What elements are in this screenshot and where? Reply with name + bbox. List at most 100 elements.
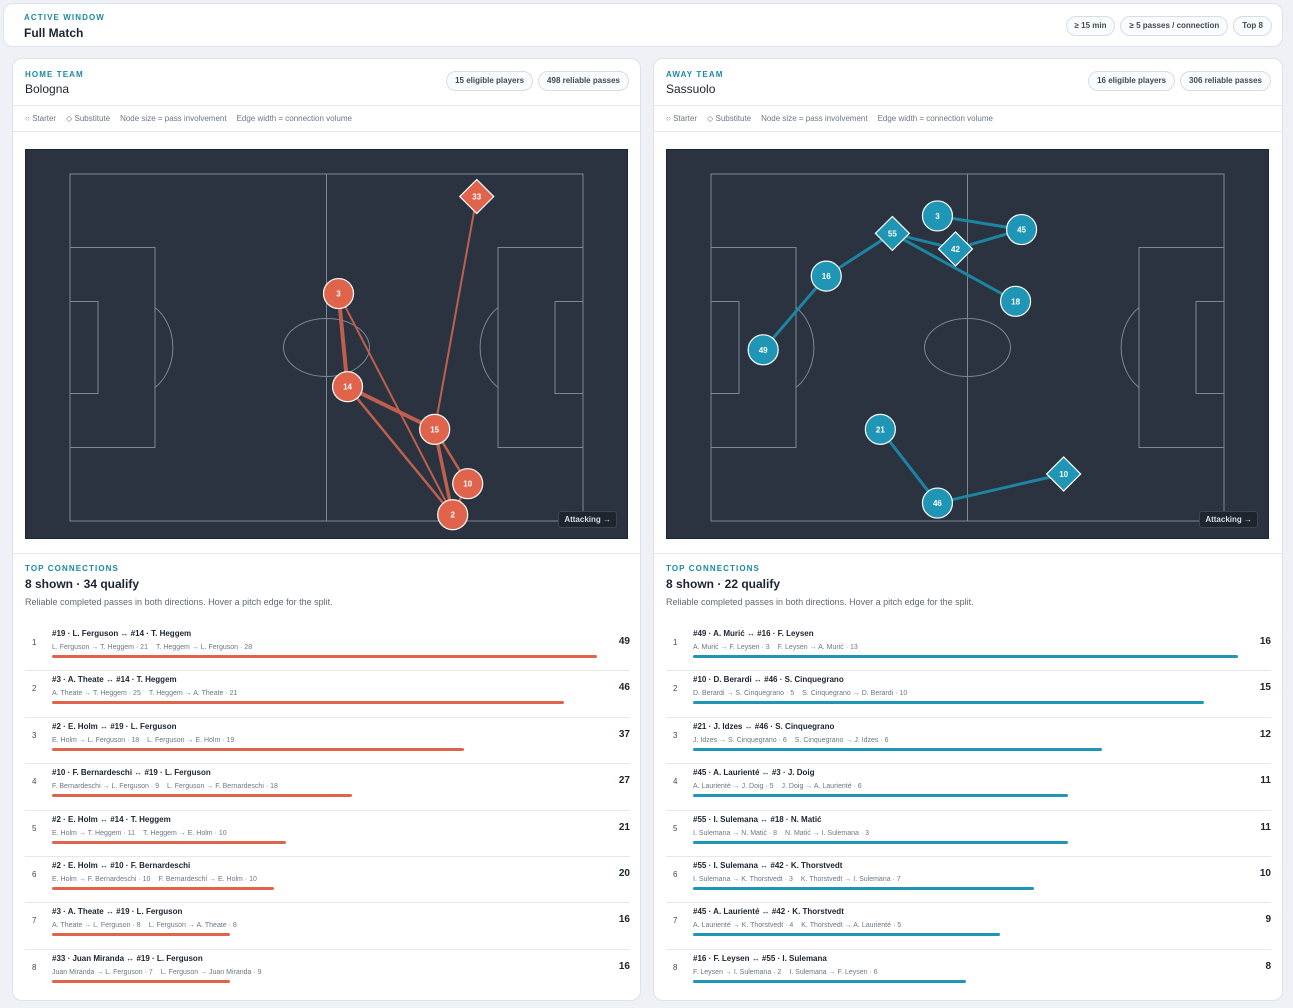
connection-row[interactable]: 5 #2 · E. Holm ↔ #14 · T. Heggem E. Holm… [25,811,630,857]
connection-split: I. Sulemana → K. Thorstvedt · 3 K. Thorst… [693,876,901,883]
connection-pair: #16 · F. Leysen ↔ #55 · I. Sulemana [693,953,827,963]
player-node-15[interactable]: 15 [419,413,451,445]
player-number: 3 [935,212,940,221]
diamond-outline-icon: ◇ [66,114,73,123]
pass-edge-14-15[interactable] [345,384,437,432]
connection-rank: 5 [673,823,678,833]
connection-value: 8 [1265,960,1271,972]
pitch-legend: ○ Starter ◇ Substitute Node size = pass … [25,114,352,123]
attacking-direction-label: Attacking → [1199,511,1258,528]
connection-split: E. Holm → F. Bernardeschi · 10 F. Bernard… [52,876,257,883]
player-node-46[interactable]: 46 [921,487,954,519]
connection-value: 15 [1259,682,1271,694]
circle-outline-icon: ○ [25,114,30,123]
connection-row[interactable]: 4 #45 · A. Laurienté ↔ #3 · J. Doig A. L… [666,764,1271,811]
connection-row[interactable]: 4 #10 · F. Bernardeschi ↔ #19 · L. Fergu… [25,764,630,811]
player-node-18[interactable]: 18 [999,285,1032,317]
player-number: 45 [1017,226,1026,235]
legend-substitute-label: Substitute [715,114,752,123]
pass-edge-3-2[interactable] [337,292,454,516]
connection-split-a: L. Ferguson → T. Heggem · 21 [52,644,148,651]
connection-row[interactable]: 5 #55 · I. Sulemana ↔ #18 · N. Matić I. … [666,811,1271,857]
pass-edge-55-18[interactable] [890,231,1018,303]
circle-outline-icon: ○ [666,114,671,123]
connection-rank: 2 [673,684,678,694]
filter-min-minutes[interactable]: ≥ 15 min [1065,16,1116,36]
connection-value: 49 [618,636,630,647]
connection-pair: #33 · Juan Miranda ↔ #19 · L. Ferguson [52,953,203,963]
player-number: 55 [888,229,897,238]
right-six-yard-box [554,301,584,394]
player-node-42[interactable]: 42 [937,231,974,267]
connection-row[interactable]: 2 #10 · D. Berardi ↔ #46 · S. Cinquegran… [666,671,1271,718]
player-node-55[interactable]: 55 [874,215,911,252]
connection-row[interactable]: 1 #19 · L. Ferguson ↔ #14 · T. Heggem L.… [25,625,630,672]
connection-volume-bar [693,747,1102,751]
player-node-45[interactable]: 45 [1005,213,1038,246]
connection-row[interactable]: 7 #45 · A. Laurienté ↔ #42 · K. Thorstve… [666,903,1271,950]
connection-row[interactable]: 6 #2 · E. Holm ↔ #10 · F. Bernardeschi E… [25,857,630,904]
connection-row[interactable]: 3 #2 · E. Holm ↔ #19 · L. Ferguson E. Ho… [25,718,630,765]
active-window-title: Full Match [24,26,84,40]
player-node-3[interactable]: 3 [322,277,355,310]
connection-split: A. Laurienté → J. Doig · 5 J. Doig → A. L… [693,783,862,790]
player-number: 10 [1059,470,1068,479]
player-node-16[interactable]: 16 [810,260,842,292]
filter-top-n[interactable]: Top 8 [1233,16,1272,36]
connection-split: I. Sulemana → N. Matić · 8 N. Matić → I. … [693,830,869,837]
attacking-direction-label: Attacking → [558,511,617,528]
player-node-10[interactable]: 10 [1045,456,1082,492]
pass-edge-14-2[interactable] [346,385,454,516]
player-nodes: 3 45 55 42 16 18 49 21 10 46 [747,200,1082,519]
connection-pair: #2 · E. Holm ↔ #19 · L. Ferguson [52,721,177,731]
player-number: 10 [463,480,472,489]
top-connections-eyebrow: TOP CONNECTIONS [25,564,119,573]
connection-split-a: A. Theate → T. Heggem · 25 [52,690,141,698]
legend-substitute: ◇ Substitute [707,114,751,123]
pass-edge-49-16[interactable] [761,274,828,352]
connection-row[interactable]: 7 #3 · A. Theate ↔ #19 · L. Ferguson A. … [25,903,630,950]
connection-row[interactable]: 8 #16 · F. Leysen ↔ #55 · I. Sulemana F.… [666,950,1271,996]
player-node-33[interactable]: 33 [458,178,495,215]
connection-pair: #55 · I. Sulemana ↔ #18 · N. Matić [693,814,822,824]
connection-row[interactable]: 3 #21 · J. Idzes ↔ #46 · S. Cinquegrano … [666,718,1271,765]
player-node-10[interactable]: 10 [452,468,484,500]
connection-split: J. Idzes → S. Cinquegrano · 6 S. Cinquegr… [693,737,889,744]
window-filter-pills: ≥ 15 min ≥ 5 passes / connection Top 8 [1061,16,1272,36]
filter-min-passes[interactable]: ≥ 5 passes / connection [1120,16,1229,36]
connection-split-a: A. Laurienté → K. Thorstvedt · 4 [693,922,794,930]
connection-value: 12 [1259,728,1271,740]
connection-volume-bar [52,886,275,890]
player-number: 18 [1011,297,1020,306]
connection-volume-bar [693,886,1034,890]
connection-split-b: L. Ferguson → Juan Miranda · 9 [160,968,262,976]
player-number: 49 [759,346,768,355]
connection-row[interactable]: 2 #3 · A. Theate ↔ #14 · T. Heggem A. Th… [25,671,630,718]
starter-circle-icon [747,334,779,366]
connection-split-a: E. Holm → T. Heggem · 11 [52,829,135,837]
connection-split-b: S. Cinquegrano → D. Berardi · 10 [802,690,908,698]
connection-row[interactable]: 6 #55 · I. Sulemana ↔ #42 · K. Thorstved… [666,857,1271,904]
connection-row[interactable]: 1 #49 · A. Murić ↔ #16 · F. Leysen A. Mu… [666,625,1271,672]
player-node-49[interactable]: 49 [747,334,779,366]
pass-edge-46-10[interactable] [935,472,1066,505]
starter-circle-icon [864,413,896,445]
connection-split-b: T. Heggem → L. Ferguson · 28 [155,644,253,651]
connection-rank: 8 [673,962,678,972]
connection-pair: #45 · A. Laurienté ↔ #3 · J. Doig [693,768,815,778]
connection-rank: 4 [32,777,37,787]
connection-volume-bar [52,655,597,658]
player-node-3[interactable]: 3 [921,200,954,232]
connection-value: 27 [618,775,630,787]
pass-edge-33-15[interactable] [433,195,478,431]
player-node-14[interactable]: 14 [331,371,364,403]
team-name: Sassuolo [666,82,716,96]
connection-value: 37 [618,728,630,740]
top-connections-title: 8 shown · 34 qualify [25,577,140,591]
player-node-21[interactable]: 21 [864,413,896,445]
starter-circle-icon [322,277,355,310]
player-node-2[interactable]: 2 [437,499,469,531]
connection-pair: #10 · F. Bernardeschi ↔ #19 · L. Ferguso… [52,768,211,778]
connection-row[interactable]: 8 #33 · Juan Miranda ↔ #19 · L. Ferguson… [25,950,630,996]
